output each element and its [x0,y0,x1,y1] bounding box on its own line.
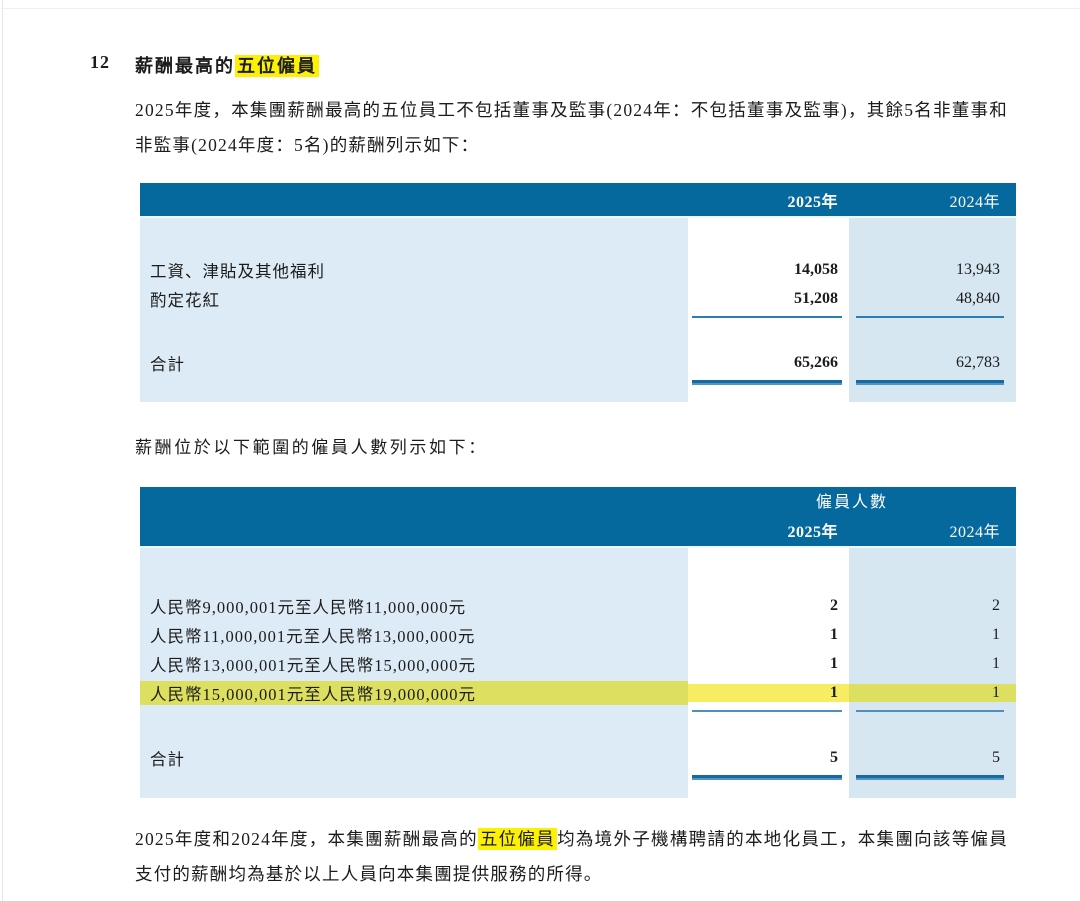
window-left-edge [2,0,3,901]
row-label: 人民幣11,000,001元至人民幣13,000,000元 [150,626,476,646]
table-row-salaries: 工資、津貼及其他福利 14,058 13,943 [140,255,1016,284]
column-strip-2025 [688,218,849,402]
rule-cell-2024 [849,707,1016,715]
column-strip-2025 [688,548,849,798]
closing-pre: 2025年度和2024年度，本集團薪酬最高的 [135,829,478,849]
column-strip-2024 [849,218,1016,402]
section-title-highlight: 五位僱員 [235,55,319,77]
row-value-2024: 48,840 [956,289,1000,307]
closing-paragraph: 2025年度和2024年度，本集團薪酬最高的 五位僱員 均為境外子機構聘請的本地化員… [135,822,1008,892]
rule-cell-2024 [849,313,1016,321]
table-row-band-4-highlighted: 人民幣15,000,001元至人民幣19,000,000元 1 1 [140,678,1016,707]
rule-cell-2025 [688,773,849,785]
total-label: 合計 [150,354,185,374]
closing-post: 均為境外子機構聘請的本地化員工，本集團向該等僱員支付的薪酬均為基於以上人員向本集… [135,829,1008,884]
table-row-band-3: 人民幣13,000,001元至人民幣15,000,000元 1 1 [140,649,1016,678]
row-value-2025: 51,208 [794,289,838,307]
rule-spacer [140,378,688,390]
column-header-2024: 2024年 [949,193,1000,211]
rule-spacer [140,773,688,785]
rule-spacer [140,313,688,321]
year-header-row: 2025年 2024年 [140,183,1016,216]
total-value-2025: 65,266 [794,353,838,371]
closing-highlight: 五位僱員 [477,828,558,850]
remuneration-table-body: 工資、津貼及其他福利 14,058 13,943 酌定花紅 51,208 48,… [140,216,1016,402]
section-title-prefix: 薪酬最高的 [135,56,235,76]
rule-spacer [140,707,688,715]
column-header-2025: 2025年 [787,193,838,211]
group-column-header: 僱員人數 [815,494,888,511]
row-label: 酌定花紅 [150,290,220,310]
row-value-2024: 1 [849,683,1016,702]
row-value-2025: 1 [688,683,849,702]
row-value-2025: 14,058 [794,260,838,278]
total-label: 合計 [150,749,185,769]
year-header-row: 2025年 2024年 [140,513,1016,546]
row-value-2025: 1 [830,654,838,672]
row-label: 工資、津貼及其他福利 [150,261,325,281]
section-title: 薪酬最高的 五位僱員 [135,52,319,78]
subtotal-rule [140,313,1016,321]
table-row-bonus: 酌定花紅 51,208 48,840 [140,284,1016,313]
window-top-edge [3,8,1080,9]
row-value-2025: 2 [830,596,838,614]
column-strip-2024 [849,548,1016,798]
band-table-caption: 薪酬位於以下範圍的僱員人數列示如下： [135,438,488,457]
band-table-body: 人民幣9,000,001元至人民幣11,000,000元 2 2 人民幣11,0… [140,546,1016,798]
row-value-2024: 1 [992,654,1000,672]
column-header-2025: 2025年 [787,523,838,541]
total-value-2025: 5 [830,748,838,766]
table-row-band-2: 人民幣11,000,001元至人民幣13,000,000元 1 1 [140,620,1016,649]
total-double-rule [140,773,1016,785]
rule-cell-2025 [688,378,849,390]
table-row-band-1: 人民幣9,000,001元至人民幣11,000,000元 2 2 [140,591,1016,620]
row-label: 人民幣9,000,001元至人民幣11,000,000元 [150,597,467,617]
section-number: 12 [90,52,110,72]
band-table-header: 僱員人數 2025年 2024年 [140,487,1016,546]
subtotal-rule [140,707,1016,715]
column-header-2024: 2024年 [949,523,1000,541]
row-label: 人民幣15,000,001元至人民幣19,000,000元 [140,680,688,705]
row-label: 人民幣13,000,001元至人民幣15,000,000元 [150,655,476,675]
intro-paragraph: 2025年度，本集團薪酬最高的五位員工不包括董事及監事(2024年：不包括董事及… [135,100,1008,155]
row-value-2024: 2 [992,596,1000,614]
remuneration-table-header: 2025年 2024年 [140,183,1016,216]
remuneration-table: 2025年 2024年 工資、津貼及其他福利 14,058 13,943 酌定花… [140,183,1016,402]
total-value-2024: 5 [992,748,1000,766]
row-value-2025: 1 [830,625,838,643]
table-row-total: 合計 5 5 [140,742,1016,773]
rule-cell-2025 [688,707,849,715]
total-double-rule [140,378,1016,390]
table-row-total: 合計 65,266 62,783 [140,347,1016,378]
rule-cell-2024 [849,378,1016,390]
section-heading: 12 薪酬最高的 五位僱員 [90,52,990,78]
row-value-2024: 13,943 [956,260,1000,278]
rule-cell-2025 [688,313,849,321]
band-table: 僱員人數 2025年 2024年 人民幣9,000,001元至人民幣11,000… [140,487,1016,798]
row-value-2024: 1 [992,625,1000,643]
total-value-2024: 62,783 [956,353,1000,371]
rule-cell-2024 [849,773,1016,785]
